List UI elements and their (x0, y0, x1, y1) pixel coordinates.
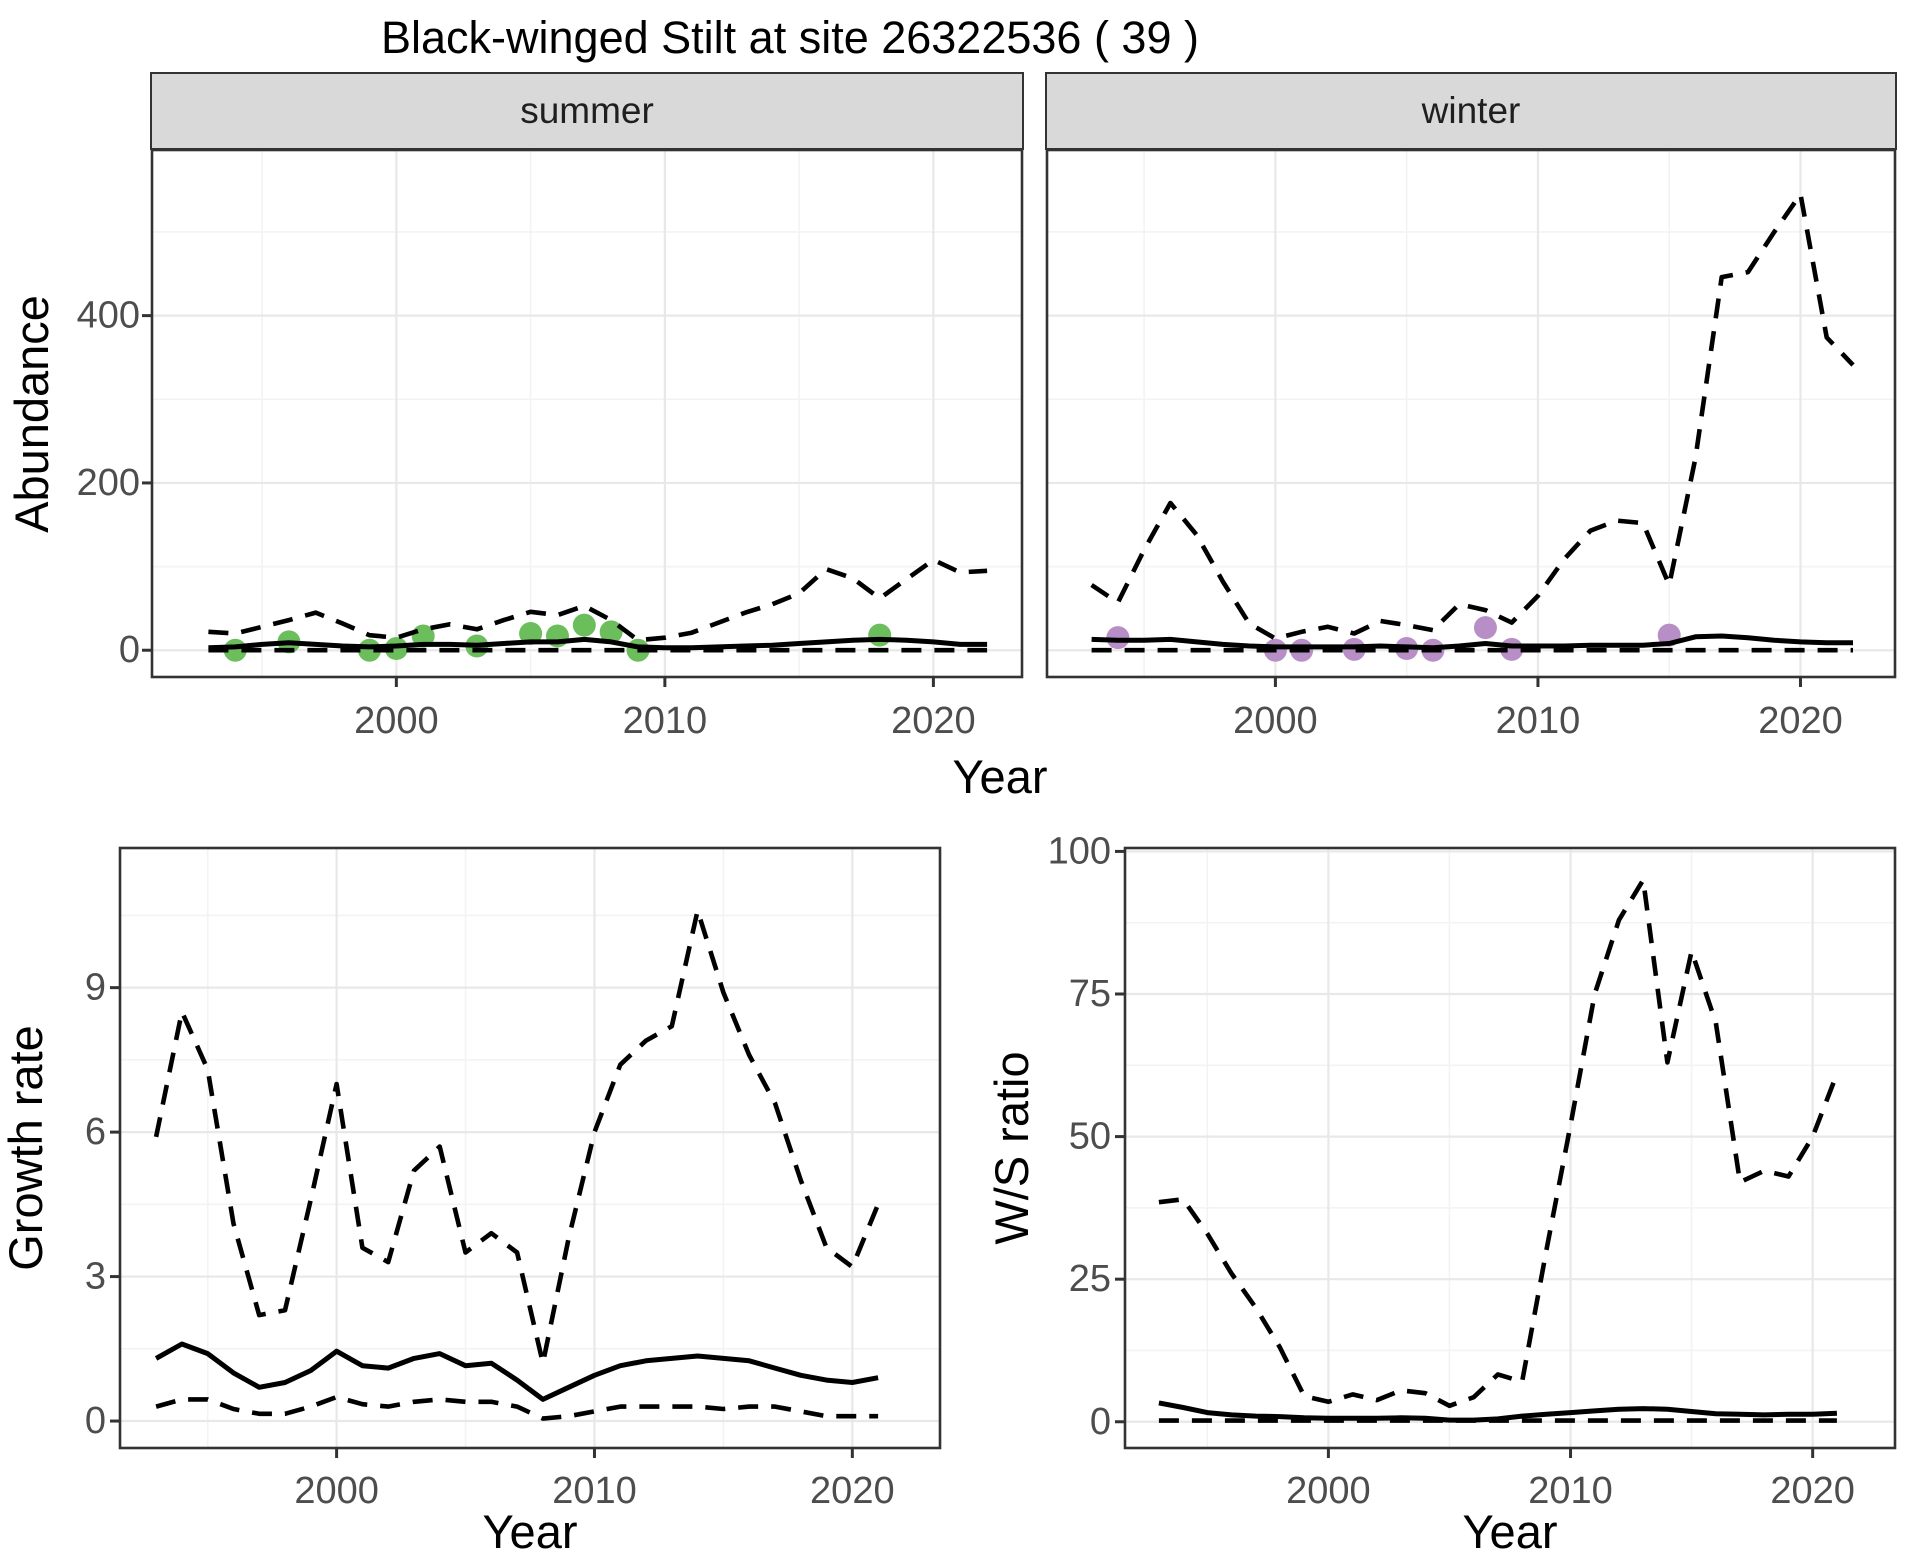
x-tick-label: 2020 (1770, 1470, 1855, 1512)
x-tick-label: 2020 (1758, 700, 1843, 742)
top-year-axis-title: Year (953, 750, 1048, 803)
summer-abundance-panel: 2000 2010 2020 0 200 400 (77, 148, 1024, 742)
x-tick-label: 2010 (1528, 1470, 1613, 1512)
growth-rate-panel: 2000 2010 2020 0 3 6 9 (85, 846, 942, 1512)
x-tick-label: 2000 (1286, 1470, 1371, 1512)
mean-line (1091, 633, 1853, 651)
data-point (599, 620, 623, 644)
bottom-right-year-axis-title: Year (1463, 1505, 1558, 1558)
mean-line (154, 1341, 879, 1402)
lower_ci-line (155, 1394, 879, 1421)
y-tick-label: 75 (1069, 973, 1111, 1015)
data-point (519, 622, 543, 646)
panel-background (1125, 848, 1895, 1448)
x-tick-label: 2010 (552, 1470, 637, 1512)
panel-border (1045, 148, 1897, 679)
data-point (384, 637, 408, 661)
facet-strip-summer-label: summer (520, 90, 654, 131)
y-tick-label: 400 (77, 295, 140, 337)
y-tick-label: 3 (85, 1256, 106, 1298)
winter-abundance-panel: 2000 2010 2020 (1045, 148, 1897, 742)
data-point (572, 613, 596, 637)
x-tick-label: 2000 (294, 1470, 379, 1512)
data-point (1106, 626, 1130, 650)
mean-line (1158, 1400, 1838, 1423)
y-tick-label: 6 (85, 1111, 106, 1153)
y-tick-label: 0 (1090, 1401, 1111, 1443)
y-tick-label: 0 (85, 1400, 106, 1442)
panel-border (150, 148, 1024, 679)
data-point (868, 623, 892, 647)
abundance-axis-title: Abundance (5, 295, 58, 533)
panel-background (120, 848, 940, 1448)
x-tick-label: 2020 (891, 700, 976, 742)
panel-border (1123, 846, 1897, 1450)
bottom-left-year-axis-title: Year (483, 1505, 578, 1558)
ws-ratio-axis-title: W/S ratio (985, 1051, 1038, 1244)
panel-background (152, 150, 1022, 677)
chart-title: Black-winged Stilt at site 26322536 ( 39… (381, 12, 1199, 63)
y-tick-label: 200 (77, 462, 140, 504)
y-tick-label: 50 (1069, 1116, 1111, 1158)
upper_ci-line (208, 557, 988, 643)
y-tick-label: 100 (1048, 830, 1111, 872)
y-tick-label: 0 (119, 629, 140, 671)
x-tick-label: 2000 (354, 700, 439, 742)
x-tick-label: 2020 (810, 1470, 895, 1512)
x-tick-label: 2000 (1233, 700, 1318, 742)
panel-border (118, 846, 942, 1450)
upper_ci-line (1090, 192, 1855, 641)
upper_ci-line (153, 908, 881, 1366)
x-tick-label: 2010 (623, 700, 708, 742)
growth-rate-axis-title: Growth rate (0, 1025, 52, 1271)
facet-strip-winter: winter (1045, 72, 1897, 150)
facet-strip-winter-label: winter (1421, 90, 1521, 131)
y-tick-label: 25 (1069, 1258, 1111, 1300)
upper_ci-line (1158, 877, 1840, 1409)
panel-background (1047, 150, 1895, 677)
x-tick-label: 2010 (1496, 700, 1581, 742)
facet-strip-summer: summer (150, 72, 1024, 150)
y-tick-label: 9 (85, 967, 106, 1009)
mean-line (208, 636, 988, 651)
ws-ratio-panel: 2000 2010 2020 0 25 50 75 100 (1048, 830, 1897, 1512)
data-point (1473, 616, 1497, 640)
